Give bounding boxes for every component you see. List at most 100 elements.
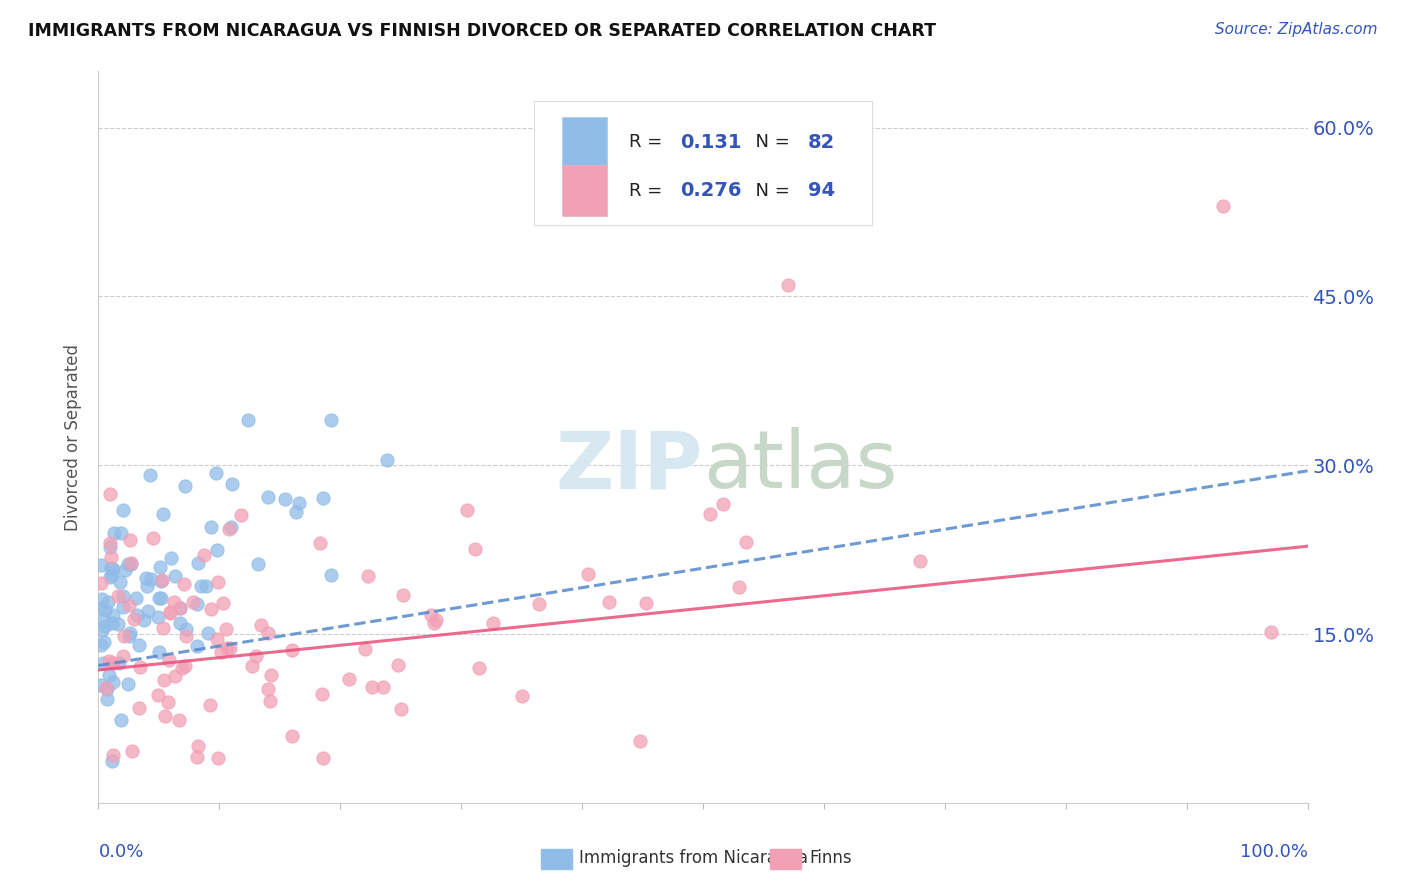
Point — [190, 579, 212, 593]
Point — [186, 750, 208, 764]
Point — [163, 595, 186, 609]
Point — [96, 682, 118, 697]
Point — [110, 713, 132, 727]
Point — [205, 542, 228, 557]
Point — [89, 678, 111, 692]
Point — [125, 607, 148, 622]
Point — [152, 573, 174, 587]
Point — [257, 681, 280, 696]
Point — [114, 563, 136, 577]
Point — [100, 560, 122, 574]
Point — [90, 558, 112, 572]
Point — [174, 629, 197, 643]
Point — [187, 739, 209, 753]
Point — [776, 278, 799, 293]
Point — [153, 708, 176, 723]
Point — [108, 657, 131, 671]
Point — [1212, 199, 1234, 213]
Point — [112, 629, 135, 643]
Point — [117, 558, 139, 572]
Point — [728, 580, 751, 594]
Point — [312, 751, 335, 765]
Point — [112, 502, 135, 516]
Point — [110, 526, 132, 541]
FancyBboxPatch shape — [561, 117, 607, 168]
Point — [157, 653, 180, 667]
Point — [247, 557, 270, 571]
Point — [250, 617, 273, 632]
Text: 0.0%: 0.0% — [98, 843, 143, 861]
Point — [139, 467, 162, 482]
Point — [215, 641, 238, 656]
Point — [90, 591, 112, 606]
Point — [187, 556, 209, 570]
Point — [215, 622, 238, 636]
Point — [132, 613, 155, 627]
Point — [150, 591, 173, 605]
Point — [101, 656, 124, 670]
Point — [169, 600, 191, 615]
Point — [101, 657, 124, 671]
Text: Finns: Finns — [810, 849, 852, 867]
Point — [91, 657, 114, 671]
Text: N =: N = — [744, 133, 796, 152]
Point — [103, 526, 125, 541]
Point — [97, 595, 120, 609]
Point — [425, 614, 447, 628]
Point — [142, 532, 165, 546]
Point — [389, 702, 412, 716]
Text: Source: ZipAtlas.com: Source: ZipAtlas.com — [1215, 22, 1378, 37]
Point — [353, 641, 375, 656]
Point — [387, 658, 409, 673]
Text: 100.0%: 100.0% — [1240, 843, 1308, 861]
Point — [118, 533, 141, 547]
Point — [94, 602, 117, 616]
Point — [1260, 625, 1282, 640]
Point — [101, 616, 124, 631]
Point — [257, 491, 280, 505]
Point — [152, 507, 174, 521]
Point — [148, 591, 170, 605]
Point — [186, 597, 208, 611]
Point — [456, 502, 478, 516]
Point — [167, 713, 190, 727]
Point — [198, 698, 221, 713]
Point — [578, 567, 600, 582]
Point — [173, 577, 195, 591]
FancyBboxPatch shape — [561, 165, 607, 216]
Point — [392, 588, 415, 602]
Point — [159, 606, 181, 620]
Point — [211, 645, 233, 659]
Point — [152, 621, 174, 635]
Point — [96, 681, 118, 696]
Point — [169, 600, 191, 615]
Point — [118, 629, 141, 643]
Point — [598, 595, 620, 609]
Point — [107, 616, 129, 631]
Point — [205, 632, 228, 646]
Point — [98, 654, 121, 668]
Point — [97, 668, 120, 682]
Point — [259, 668, 281, 682]
Point — [375, 453, 398, 467]
Point — [319, 567, 342, 582]
Point — [90, 576, 112, 591]
Y-axis label: Divorced or Separated: Divorced or Separated — [65, 343, 83, 531]
Text: 94: 94 — [808, 181, 835, 200]
Point — [93, 619, 115, 633]
Point — [219, 640, 242, 655]
Point — [93, 635, 115, 649]
Point — [238, 413, 260, 427]
Point — [159, 550, 181, 565]
Point — [125, 591, 148, 605]
Text: atlas: atlas — [703, 427, 897, 506]
Point — [245, 649, 267, 664]
Point — [211, 596, 233, 610]
Point — [148, 688, 170, 702]
Point — [112, 648, 135, 663]
Point — [711, 497, 734, 511]
Point — [482, 616, 505, 631]
Point — [197, 626, 219, 640]
Point — [110, 574, 132, 589]
Point — [628, 733, 651, 747]
